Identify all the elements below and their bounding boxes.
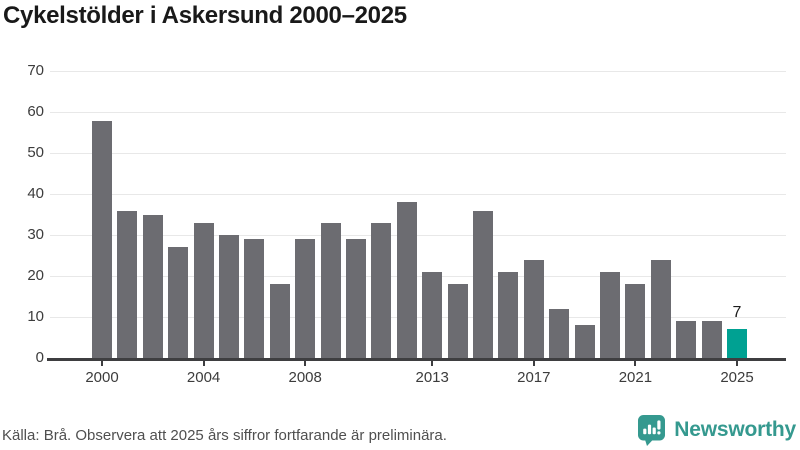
y-axis-label: 50 xyxy=(27,144,44,162)
bar-2013 xyxy=(422,272,443,358)
newsworthy-wordmark: Newsworthy xyxy=(674,418,796,441)
bar-2012 xyxy=(396,202,417,358)
x-axis-label: 2025 xyxy=(720,369,754,386)
bar-2009 xyxy=(320,223,341,358)
bar-2001 xyxy=(117,211,138,358)
gridline-50 xyxy=(50,152,786,154)
x-axis-label: 2013 xyxy=(415,369,449,386)
bar-2008 xyxy=(295,239,316,358)
y-axis-label: 0 xyxy=(35,349,44,366)
source-note: Källa: Brå. Observera att 2025 års siffr… xyxy=(2,427,447,444)
bar-2022 xyxy=(650,260,671,358)
x-axis-tick xyxy=(634,361,637,366)
bar-2002 xyxy=(142,215,163,358)
bar-2011 xyxy=(371,223,392,358)
x-axis-tick xyxy=(736,361,738,366)
bar-value-label: 7 xyxy=(732,304,742,322)
bar-2016 xyxy=(498,272,519,358)
y-axis-label: 40 xyxy=(27,185,44,203)
y-axis-label: 70 xyxy=(27,62,44,80)
bar-2007 xyxy=(269,284,290,358)
bar-2018 xyxy=(549,309,570,358)
gridline-30 xyxy=(50,234,786,236)
y-axis-label: 30 xyxy=(27,226,44,244)
x-axis-tick xyxy=(101,361,103,366)
gridline-60 xyxy=(50,111,786,113)
bar-2005 xyxy=(219,235,239,358)
x-axis-tick xyxy=(431,361,434,366)
bar-2006 xyxy=(244,239,265,358)
x-axis-label: 2000 xyxy=(85,369,119,386)
bar-2017 xyxy=(523,260,544,358)
bar-2024 xyxy=(701,321,722,358)
x-axis-label: 2008 xyxy=(288,369,322,386)
gridline-20 xyxy=(50,275,786,277)
x-axis-label: 2017 xyxy=(517,369,551,386)
bar-2014 xyxy=(447,284,468,358)
newsworthy-logo: Newsworthy xyxy=(637,413,796,447)
bar-2019 xyxy=(574,325,595,358)
chart-title: Cykelstölder i Askersund 2000–2025 xyxy=(3,2,407,29)
x-axis-tick xyxy=(304,361,307,366)
bar-2004 xyxy=(193,223,214,358)
x-axis-tick xyxy=(202,361,205,366)
bar-2000 xyxy=(92,121,112,358)
bar-2021 xyxy=(625,284,646,358)
bar-2003 xyxy=(168,247,189,358)
bar-2025 xyxy=(727,329,747,358)
y-axis-label: 20 xyxy=(27,267,44,285)
bar-2015 xyxy=(473,211,493,358)
y-axis-label: 10 xyxy=(27,308,44,326)
y-axis-label: 60 xyxy=(27,103,44,121)
x-axis-tick xyxy=(532,361,535,366)
gridline-10 xyxy=(50,316,786,318)
x-axis-label: 2021 xyxy=(618,369,653,386)
bar-2023 xyxy=(676,321,697,358)
x-axis-label: 2004 xyxy=(186,369,221,386)
bar-2010 xyxy=(346,239,366,358)
gridline-40 xyxy=(50,193,786,195)
x-axis-line xyxy=(47,358,786,361)
gridline-70 xyxy=(50,70,786,72)
newsworthy-bubble-chart-icon xyxy=(637,414,667,447)
bar-2020 xyxy=(600,272,620,358)
